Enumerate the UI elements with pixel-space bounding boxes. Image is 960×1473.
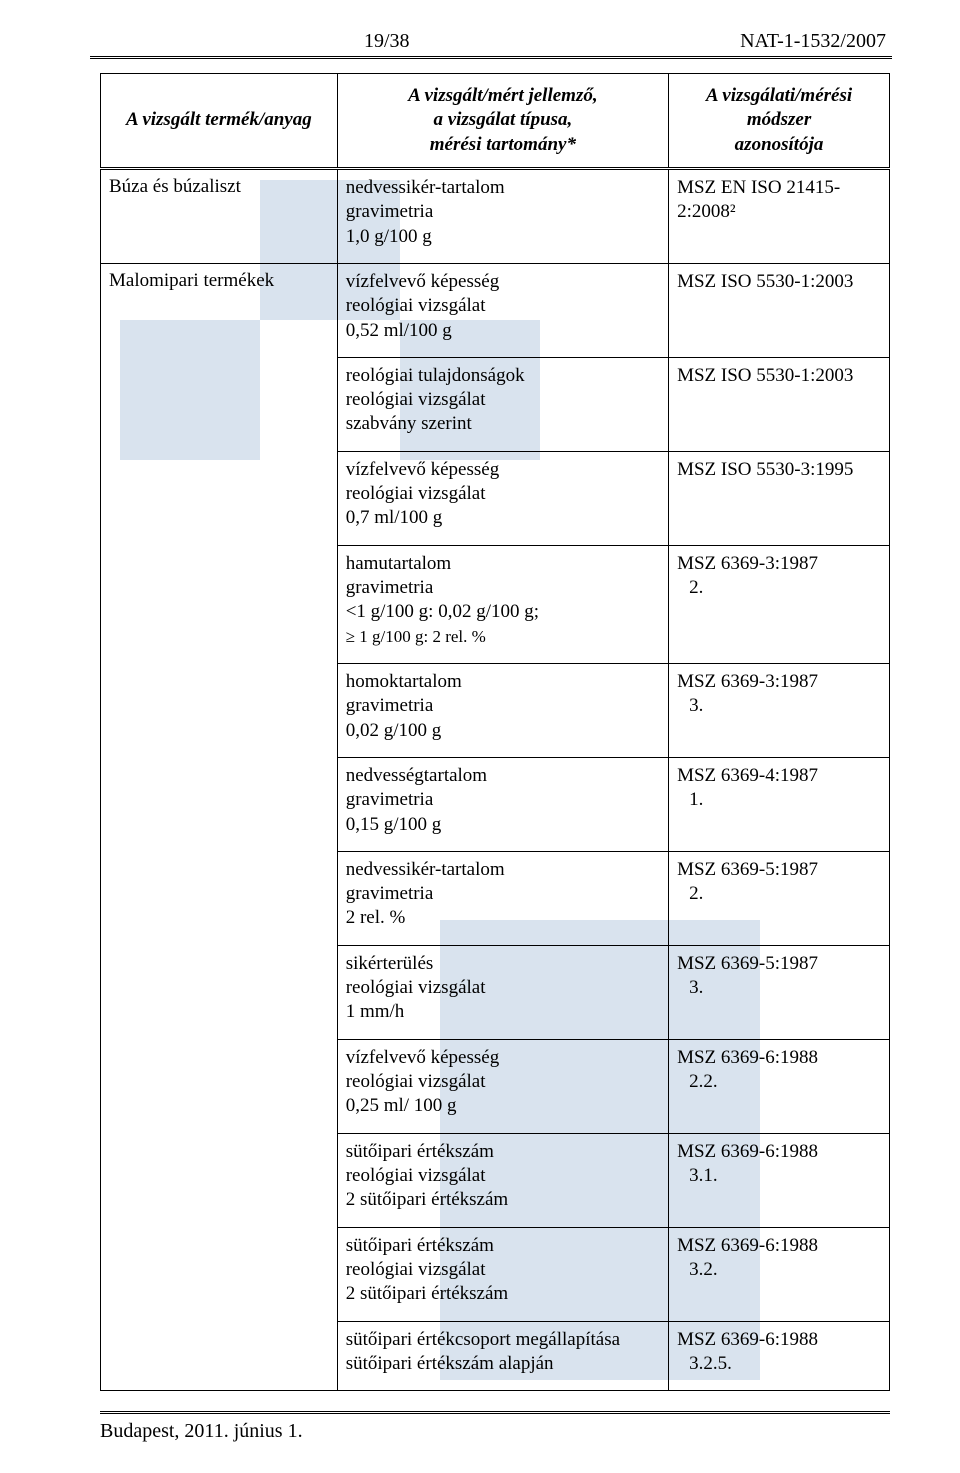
doc-number: NAT-1-1532/2007 xyxy=(740,30,886,53)
cell-std: MSZ 6369-4:1987 1. xyxy=(669,757,890,851)
cell-std: MSZ 6369-5:1987 2. xyxy=(669,851,890,945)
cell-param: reológiai tulajdonságok reológiai vizsgá… xyxy=(337,357,668,451)
footer-text: Budapest, 2011. június 1. xyxy=(100,1420,890,1443)
cell-std: MSZ 6369-3:1987 2. xyxy=(669,545,890,663)
cell-std: MSZ ISO 5530-1:2003 xyxy=(669,357,890,451)
cell-param: nedvessikér-tartalom gravimetria 2 rel. … xyxy=(337,851,668,945)
cell-param: nedvessikér-tartalom gravimetria 1,0 g/1… xyxy=(337,168,668,263)
cell-param: sikérterülés reológiai vizsgálat 1 mm/h xyxy=(337,945,668,1039)
cell-param: vízfelvevő képesség reológiai vizsgálat … xyxy=(337,451,668,545)
cell-param: nedvességtartalom gravimetria 0,15 g/100… xyxy=(337,757,668,851)
table-header-row: A vizsgált termék/anyag A vizsgált/mért … xyxy=(101,74,890,169)
th-method-l2: azonosítója xyxy=(735,134,824,155)
cell-product: Búza és búzaliszt xyxy=(101,168,338,263)
table-row: Malomipari termékek vízfelvevő képesség … xyxy=(101,263,890,357)
cell-product: Malomipari termékek xyxy=(101,263,338,1390)
th-method-l1: A vizsgálati/mérési módszer xyxy=(706,85,852,130)
cell-std: MSZ EN ISO 21415-2:2008² xyxy=(669,168,890,263)
cell-param: sütőipari értékszám reológiai vizsgálat … xyxy=(337,1227,668,1321)
cell-param: sütőipari értékszám reológiai vizsgálat … xyxy=(337,1133,668,1227)
page-header: 19/38 NAT-1-1532/2007 xyxy=(100,30,890,55)
cell-std: MSZ ISO 5530-3:1995 xyxy=(669,451,890,545)
table-row: Búza és búzaliszt nedvessikér-tartalom g… xyxy=(101,168,890,263)
th-param-l3: mérési tartomány* xyxy=(430,134,576,155)
cell-std: MSZ 6369-3:1987 3. xyxy=(669,663,890,757)
cell-std: MSZ 6369-6:1988 3.1. xyxy=(669,1133,890,1227)
page-footer: Budapest, 2011. június 1. xyxy=(100,1411,890,1443)
cell-std: MSZ 6369-6:1988 3.2. xyxy=(669,1227,890,1321)
th-param-l1: A vizsgált/mért jellemző, xyxy=(408,85,597,106)
main-table: A vizsgált termék/anyag A vizsgált/mért … xyxy=(100,73,890,1391)
th-product: A vizsgált termék/anyag xyxy=(101,74,338,169)
th-param-l2: a vizsgálat típusa, xyxy=(433,109,572,130)
cell-param: vízfelvevő képesség reológiai vizsgálat … xyxy=(337,263,668,357)
cell-std: MSZ 6369-5:1987 3. xyxy=(669,945,890,1039)
th-method: A vizsgálati/mérési módszer azonosítója xyxy=(669,74,890,169)
th-param: A vizsgált/mért jellemző, a vizsgálat tí… xyxy=(337,74,668,169)
cell-std: MSZ 6369-6:1988 2.2. xyxy=(669,1039,890,1133)
cell-std: MSZ 6369-6:1988 3.2.5. xyxy=(669,1321,890,1391)
cell-param: hamutartalom gravimetria <1 g/100 g: 0,0… xyxy=(337,545,668,663)
page-number: 19/38 xyxy=(104,30,410,53)
cell-std: MSZ ISO 5530-1:2003 xyxy=(669,263,890,357)
footer-rule xyxy=(100,1411,890,1414)
cell-param: vízfelvevő képesség reológiai vizsgálat … xyxy=(337,1039,668,1133)
page: 19/38 NAT-1-1532/2007 A vizsgált termék/… xyxy=(0,0,960,1473)
cell-param: homoktartalom gravimetria 0,02 g/100 g xyxy=(337,663,668,757)
cell-param: sütőipari értékcsoport megállapítása süt… xyxy=(337,1321,668,1391)
